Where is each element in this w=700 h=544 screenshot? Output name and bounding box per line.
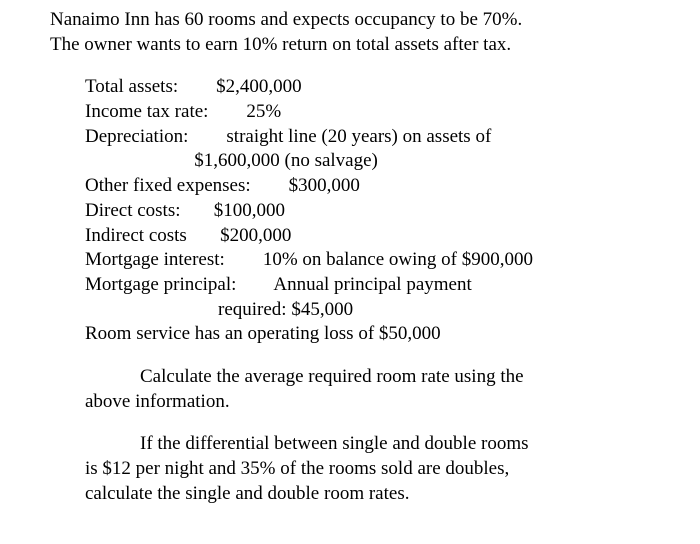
intro-line1: Nanaimo Inn has 60 rooms and expects occ… — [50, 8, 660, 33]
room-service-line: Room service has an operating loss of $5… — [85, 322, 660, 347]
question2: If the differential between single and d… — [50, 432, 660, 506]
intro-paragraph: Nanaimo Inn has 60 rooms and expects occ… — [50, 8, 660, 57]
mortgage-interest-line: Mortgage interest: 10% on balance owing … — [85, 248, 660, 273]
data-block: Total assets: $2,400,000 Income tax rate… — [50, 75, 660, 347]
total-assets-line: Total assets: $2,400,000 — [85, 75, 660, 100]
question2-line2: is $12 per night and 35% of the rooms so… — [85, 457, 660, 482]
direct-costs-line: Direct costs: $100,000 — [85, 199, 660, 224]
depreciation-line1: Depreciation: straight line (20 years) o… — [85, 125, 660, 150]
mortgage-principal-line1: Mortgage principal: Annual principal pay… — [85, 273, 660, 298]
question1: Calculate the average required room rate… — [50, 365, 660, 414]
question1-line1: Calculate the average required room rate… — [85, 365, 660, 390]
document-body: Nanaimo Inn has 60 rooms and expects occ… — [0, 0, 700, 532]
income-tax-line: Income tax rate: 25% — [85, 100, 660, 125]
depreciation-line2: $1,600,000 (no salvage) — [85, 149, 660, 174]
other-fixed-line: Other fixed expenses: $300,000 — [85, 174, 660, 199]
question1-line2: above information. — [85, 390, 660, 415]
question2-line3: calculate the single and double room rat… — [85, 482, 660, 507]
intro-line2: The owner wants to earn 10% return on to… — [50, 33, 660, 58]
mortgage-principal-line2: required: $45,000 — [85, 298, 660, 323]
question2-line1: If the differential between single and d… — [85, 432, 660, 457]
indirect-costs-line: Indirect costs $200,000 — [85, 224, 660, 249]
